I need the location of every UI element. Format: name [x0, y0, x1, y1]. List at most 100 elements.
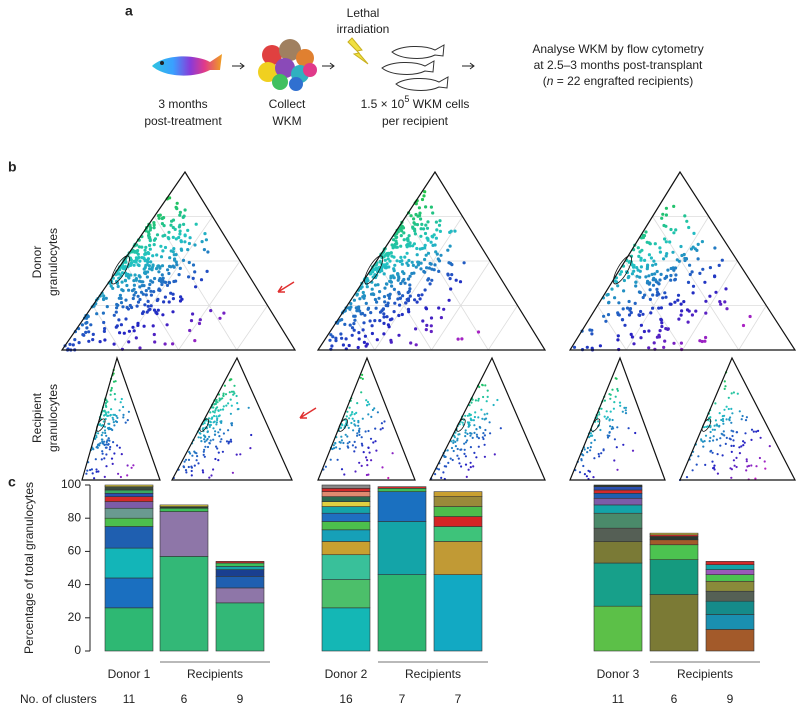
ternary-point — [360, 391, 363, 394]
ternary-frame — [679, 356, 796, 481]
ternary-point — [732, 439, 735, 442]
ternary-point — [468, 414, 471, 417]
ternary-point — [420, 293, 424, 297]
ternary-point — [86, 469, 89, 472]
ternary-point — [235, 394, 238, 398]
ternary-point — [157, 216, 161, 220]
ternary-point — [229, 398, 232, 401]
ternary-point — [466, 439, 469, 442]
ternary-point — [435, 228, 439, 232]
ternary-point — [590, 346, 594, 350]
ternary-point — [714, 419, 718, 422]
ternary-point — [220, 438, 223, 441]
ternary-point — [469, 434, 472, 437]
ternary-point — [725, 405, 728, 408]
ternary-point — [456, 439, 459, 442]
ternary-point — [358, 461, 361, 464]
ternary-point — [640, 248, 644, 252]
ternary-point — [486, 395, 489, 398]
ternary-point — [589, 449, 592, 452]
ternary-point — [688, 263, 692, 267]
ternary-point — [103, 440, 106, 443]
ternary-point — [87, 330, 91, 334]
bar-segment — [433, 491, 483, 497]
ternary-point — [132, 279, 136, 283]
ternary-point — [639, 336, 643, 340]
ternary-point — [195, 459, 198, 462]
ternary-point — [730, 444, 733, 447]
ternary-point — [94, 437, 97, 440]
ternary-point — [658, 278, 662, 282]
ternary-point — [714, 402, 717, 405]
ternary-point — [142, 284, 146, 288]
ternary-point — [350, 333, 354, 337]
ternary-plots — [60, 170, 797, 482]
ternary-point — [725, 436, 728, 439]
ternary-point — [482, 432, 485, 435]
ternary-point — [122, 405, 125, 409]
ternary-point — [148, 267, 152, 271]
ternary-point — [71, 343, 75, 347]
ternary-point — [138, 285, 142, 289]
ternary-point — [648, 288, 652, 292]
ternary-point — [147, 264, 151, 268]
ternary-point — [598, 344, 603, 348]
ternary-point — [652, 259, 656, 263]
ternary-point — [344, 337, 348, 341]
ternary-point — [630, 263, 635, 267]
ternary-point — [366, 464, 369, 467]
ternary-point — [729, 467, 732, 470]
ternary-point — [117, 472, 120, 475]
ternary-point — [230, 440, 233, 443]
ternary-point — [671, 250, 675, 254]
ternary-point — [647, 329, 651, 333]
bar-segment — [321, 506, 371, 514]
ternary-point — [183, 233, 187, 237]
ternary-point — [157, 270, 161, 274]
ternary-point — [457, 457, 460, 460]
ternary-point — [127, 410, 130, 413]
ternary-point — [389, 276, 393, 280]
ternary-point — [229, 438, 232, 441]
ternary-point — [431, 243, 435, 247]
ternary-point — [407, 277, 411, 281]
ternary-point — [586, 451, 589, 454]
ternary-point — [364, 430, 367, 433]
ternary-point — [655, 290, 660, 294]
ternary-point — [340, 336, 344, 340]
ternary-point — [68, 342, 72, 346]
ternary-point — [616, 284, 620, 288]
ternary-point — [643, 258, 647, 262]
ternary-point — [429, 324, 433, 328]
ternary-point — [152, 221, 156, 225]
ternary-point — [167, 230, 171, 234]
y-tick-label: 40 — [68, 577, 82, 591]
ternary-point — [402, 238, 406, 242]
contour — [613, 255, 632, 285]
ternary-point — [437, 223, 442, 227]
ternary-guide — [487, 305, 518, 351]
ternary-point — [401, 270, 405, 274]
ternary-point — [672, 341, 676, 345]
ternary-point — [187, 458, 191, 461]
ternary-point — [411, 263, 415, 267]
ternary-point — [209, 439, 212, 442]
ternary-point — [680, 253, 684, 258]
ternary-point — [232, 393, 235, 396]
ternary-point — [378, 319, 382, 323]
ternary-point — [380, 269, 384, 273]
ternary-point — [418, 211, 422, 215]
ternary-point — [385, 315, 389, 319]
ternary-point — [96, 445, 99, 448]
ternary-point — [222, 394, 225, 398]
ternary-point — [446, 273, 450, 277]
ternary-point — [724, 442, 727, 445]
ternary-point — [745, 460, 748, 463]
ternary-point — [709, 426, 712, 429]
ternary-point — [407, 234, 411, 238]
ternary-guide — [178, 260, 241, 351]
ternary-point — [723, 380, 726, 383]
ternary-point — [711, 460, 714, 463]
ternary-point — [720, 432, 723, 435]
ternary-point — [613, 438, 617, 441]
